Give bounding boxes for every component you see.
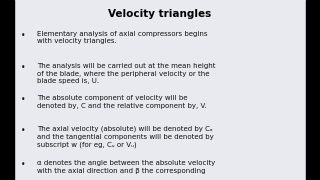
Text: •: •: [21, 31, 25, 40]
Bar: [306, 0, 320, 180]
Text: •: •: [21, 126, 25, 135]
Text: The absolute component of velocity will be
denoted by, C and the relative compon: The absolute component of velocity will …: [37, 95, 206, 109]
Text: The axial velocity (absolute) will be denoted by Cₐ
and the tangential component: The axial velocity (absolute) will be de…: [37, 126, 213, 148]
Text: α denotes the angle between the absolute velocity
with the axial direction and β: α denotes the angle between the absolute…: [37, 160, 215, 174]
Text: The analysis will be carried out at the mean height
of the blade, where the peri: The analysis will be carried out at the …: [37, 63, 215, 84]
Text: Velocity triangles: Velocity triangles: [108, 9, 212, 19]
Text: •: •: [21, 160, 25, 169]
Bar: [0, 0, 14, 180]
Text: •: •: [21, 63, 25, 72]
Text: •: •: [21, 95, 25, 104]
Text: Elementary analysis of axial compressors begins
with velocity triangles.: Elementary analysis of axial compressors…: [37, 31, 207, 44]
